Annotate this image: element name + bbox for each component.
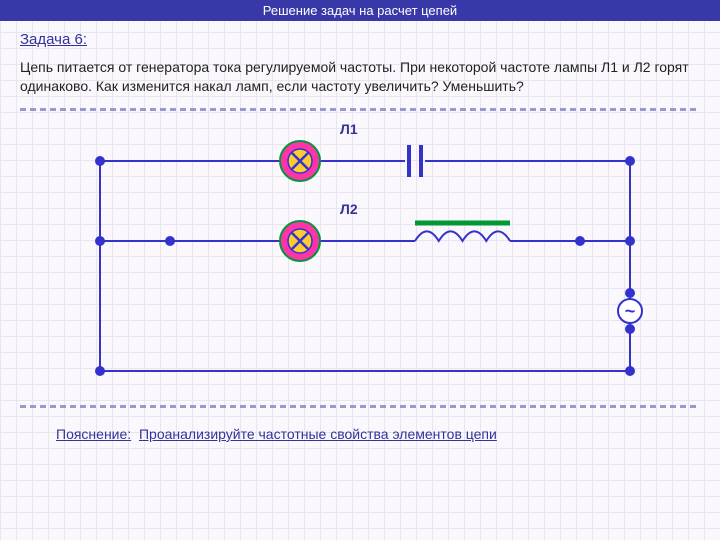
hint-label: Пояснение: bbox=[56, 426, 131, 442]
circuit-diagram: ~ Л1 Л2 bbox=[20, 121, 700, 401]
content-area: Задача 6: Цепь питается от генератора то… bbox=[0, 21, 720, 452]
task-title: Задача 6: bbox=[20, 31, 700, 48]
hint-line: Пояснение: Проанализируйте частотные сво… bbox=[20, 426, 700, 442]
svg-text:~: ~ bbox=[625, 301, 636, 321]
task-text: Цепь питается от генератора тока регулир… bbox=[20, 58, 700, 96]
hint-text: Проанализируйте частотные свойства элеме… bbox=[139, 426, 497, 442]
lamp2-label: Л2 bbox=[340, 201, 358, 217]
separator-top bbox=[20, 108, 700, 111]
page-header: Решение задач на расчет цепей bbox=[0, 0, 720, 21]
header-title: Решение задач на расчет цепей bbox=[263, 3, 457, 18]
separator-bottom bbox=[20, 405, 700, 408]
circuit-svg: ~ bbox=[20, 121, 700, 401]
lamp1-label: Л1 bbox=[340, 121, 358, 137]
